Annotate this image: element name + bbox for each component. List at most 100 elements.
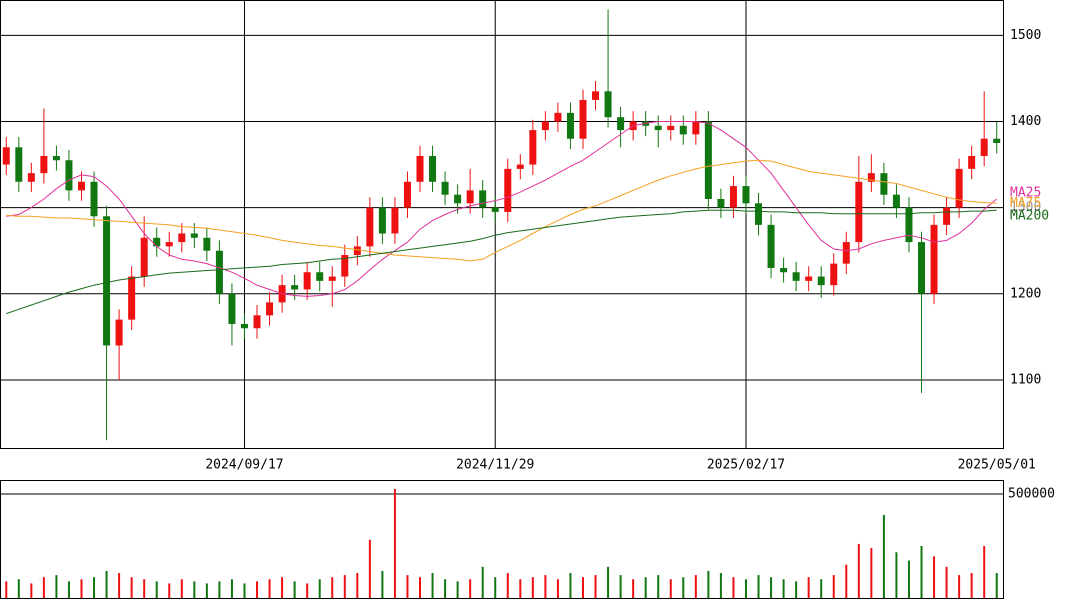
candle-body [529, 130, 537, 165]
candle-body [679, 125, 687, 135]
volume-bar [807, 577, 810, 598]
volume-bar [845, 564, 848, 598]
candle-body [65, 160, 73, 191]
volume-bar [55, 575, 58, 598]
volume-bar [519, 579, 522, 598]
volume-bar [995, 573, 998, 598]
legend-label: MA25 [1010, 186, 1041, 201]
volume-bar [42, 577, 45, 598]
volume-bar [331, 577, 334, 598]
volume-bar [419, 577, 422, 598]
candle-body [930, 224, 938, 294]
volume-bar [243, 583, 246, 598]
candle-body [403, 181, 411, 208]
volume-bar [958, 575, 961, 598]
candle-body [892, 194, 900, 208]
volume-bar [933, 556, 936, 598]
candle-body [830, 263, 838, 286]
candle-body [90, 181, 98, 217]
volume-bar [469, 579, 472, 598]
volume-bar [281, 577, 284, 598]
candle-body [541, 121, 549, 131]
y-tick-label: 1100 [1010, 372, 1041, 387]
legend-label: MA200 [1010, 209, 1049, 224]
candle-body [880, 173, 888, 195]
candle-body [40, 155, 48, 174]
candle-body [416, 155, 424, 182]
candle-body [128, 276, 136, 320]
candle-body [190, 233, 198, 238]
volume-bar [907, 560, 910, 598]
candle-body [228, 293, 236, 324]
volume-bar [795, 581, 798, 598]
volume-bar [707, 570, 710, 598]
volume-bar [230, 579, 233, 598]
candle-body [654, 125, 662, 131]
candle-body [579, 99, 587, 139]
candle-body [215, 250, 223, 294]
candle-body [955, 168, 963, 208]
candle-body [391, 207, 399, 234]
candle-body [566, 112, 574, 139]
candle-body [291, 285, 299, 290]
x-tick-label: 2025/02/17 [707, 458, 785, 473]
volume-bar [17, 579, 20, 598]
candle-body [466, 190, 474, 204]
volume-bar [30, 583, 33, 598]
y-tick-label: 500000 [1008, 486, 1055, 501]
volume-bar [569, 573, 572, 598]
volume-bar [481, 566, 484, 598]
volume-bar [406, 575, 409, 598]
candle-body [617, 117, 625, 131]
volume-bar [544, 575, 547, 598]
candle-body [667, 125, 675, 131]
volume-bar [682, 577, 685, 598]
volume-bar [67, 581, 70, 598]
volume-bar [431, 573, 434, 598]
candle-body [366, 207, 374, 247]
volume-bar [870, 548, 873, 598]
legend-label: MA75 [1010, 196, 1041, 211]
volume-bar [757, 575, 760, 598]
volume-bar [205, 583, 208, 598]
price-panel [0, 0, 1004, 449]
volume-bar [782, 579, 785, 598]
candle-body [692, 121, 700, 135]
volume-bar [669, 579, 672, 598]
candle-body [203, 237, 211, 251]
volume-bar [105, 570, 108, 598]
candle-body [115, 319, 123, 346]
volume-bar [607, 566, 610, 598]
candle-body [842, 242, 850, 264]
candle-body [755, 203, 763, 225]
volume-bar [832, 575, 835, 598]
moving-average [6, 209, 997, 315]
candle-body [792, 272, 800, 281]
candle-body [303, 272, 311, 290]
volume-bar [970, 573, 973, 598]
candle-body [178, 233, 186, 243]
candle-body [341, 255, 349, 277]
candle-body [943, 207, 951, 225]
candle-body [240, 323, 248, 329]
volume-bar [719, 573, 722, 598]
y-tick-label: 1400 [1010, 114, 1041, 129]
candle-body [2, 147, 10, 165]
moving-average [6, 121, 998, 297]
volume-bar [218, 581, 221, 598]
candle-body [704, 121, 712, 200]
candle-body [516, 164, 524, 169]
candle-body [27, 173, 35, 182]
volume-bar [80, 579, 83, 598]
candle-body [993, 138, 1001, 144]
volume-bar [619, 575, 622, 598]
candle-body [378, 207, 386, 234]
volume-bar [93, 577, 96, 598]
candle-body [328, 276, 336, 281]
candle-body [742, 186, 750, 204]
candle-body [140, 237, 148, 277]
volume-bar [155, 581, 158, 598]
volume-bar [318, 579, 321, 598]
volume-bar [632, 579, 635, 598]
candle-body [103, 216, 111, 346]
